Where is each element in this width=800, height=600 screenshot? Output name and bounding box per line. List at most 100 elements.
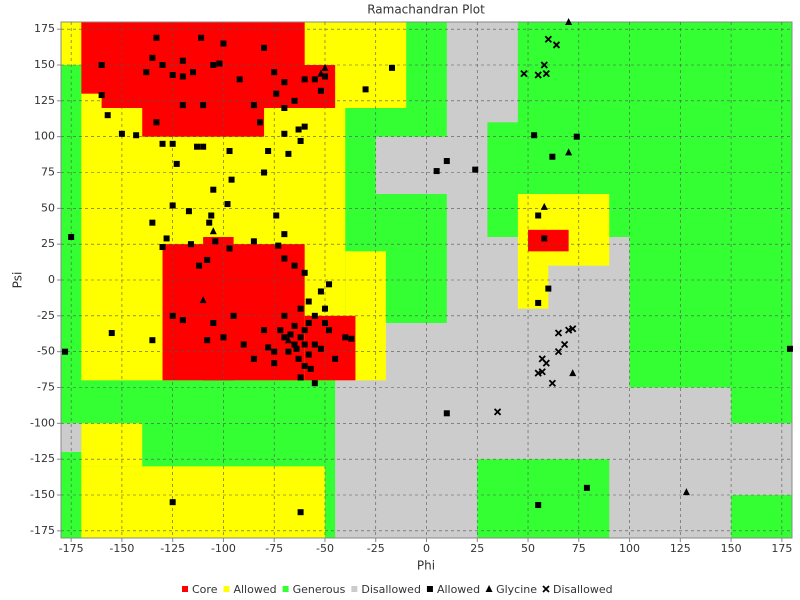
legend-label: Glycine (496, 583, 537, 596)
point (261, 169, 268, 176)
point (273, 90, 280, 97)
point (321, 63, 329, 71)
point (317, 87, 324, 94)
y-tick-label: -75 (37, 381, 55, 394)
point (169, 312, 176, 319)
point (443, 410, 450, 417)
region (629, 136, 792, 388)
point (212, 238, 219, 245)
point (565, 326, 573, 334)
point (326, 281, 333, 288)
point (185, 208, 192, 215)
point (108, 330, 115, 337)
point (297, 374, 304, 381)
point (265, 344, 272, 351)
point (204, 256, 211, 263)
point (311, 380, 318, 387)
point (210, 62, 217, 68)
point (565, 18, 573, 25)
point (273, 212, 280, 219)
point (301, 341, 308, 348)
point (200, 102, 207, 109)
x-tick-label: 150 (721, 542, 742, 555)
point (194, 143, 201, 150)
region (578, 22, 792, 94)
x-tick-label: -75 (265, 542, 283, 555)
point (250, 355, 257, 362)
point (542, 359, 550, 367)
point (159, 62, 166, 68)
point (169, 202, 176, 209)
point (317, 288, 324, 295)
point (305, 298, 312, 305)
point (293, 345, 300, 352)
point (682, 488, 690, 496)
point (295, 355, 302, 362)
legend-swatch (182, 586, 188, 592)
region (81, 423, 143, 467)
point (173, 160, 180, 167)
point (220, 40, 227, 47)
point (250, 102, 257, 109)
point (549, 153, 556, 160)
point (118, 130, 125, 137)
point (569, 369, 577, 377)
point (348, 335, 355, 342)
region (517, 265, 549, 309)
point (548, 379, 557, 387)
point (305, 351, 312, 358)
point (541, 235, 548, 242)
x-tick-label: 25 (470, 542, 484, 555)
point (295, 126, 302, 133)
point (305, 320, 312, 326)
y-tick-label: 100 (34, 130, 55, 143)
point (554, 348, 563, 356)
point (311, 76, 318, 83)
x-tick-label: -25 (367, 542, 385, 555)
point (143, 69, 150, 76)
region (477, 459, 610, 538)
point (256, 119, 263, 126)
y-tick-label: -125 (30, 452, 55, 465)
point (317, 345, 324, 352)
y-tick-label: 150 (34, 58, 55, 71)
point (285, 348, 292, 355)
region (528, 229, 569, 252)
point (297, 334, 304, 341)
y-tick-label: 0 (48, 273, 55, 286)
point (281, 79, 288, 86)
x-tick-label: 125 (670, 542, 691, 555)
point (472, 166, 479, 173)
legend-swatch (351, 586, 358, 592)
point (301, 363, 308, 369)
x-tick-label: 75 (572, 542, 586, 555)
point (531, 132, 538, 139)
legend-label: Generous (293, 583, 346, 596)
y-tick-label: 125 (34, 94, 55, 107)
point (226, 245, 233, 252)
point (179, 73, 186, 80)
point (226, 148, 233, 154)
point (179, 317, 186, 324)
point (281, 312, 288, 319)
point (540, 202, 548, 210)
point (199, 296, 207, 304)
point (573, 133, 580, 140)
point (281, 130, 288, 137)
point (179, 102, 186, 109)
point (281, 231, 288, 238)
point (189, 69, 196, 76)
point (301, 76, 308, 83)
point (271, 360, 278, 367)
point (271, 69, 278, 76)
point (187, 241, 194, 248)
x-tick-label: -150 (109, 542, 134, 555)
point (230, 312, 237, 319)
point (311, 341, 318, 348)
point (159, 140, 166, 147)
point (206, 219, 213, 226)
point (179, 57, 186, 64)
point (301, 327, 308, 334)
point (291, 341, 298, 348)
point (208, 212, 215, 219)
